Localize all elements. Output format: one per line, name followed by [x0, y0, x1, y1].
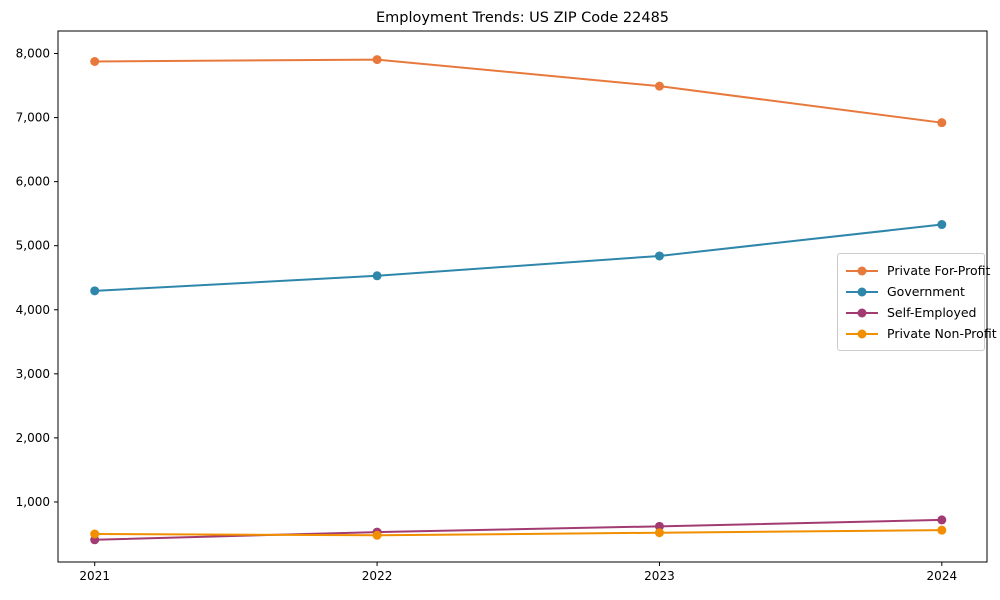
legend-entry: Private Non-Profit	[845, 323, 997, 344]
legend-label: Government	[887, 284, 965, 299]
y-axis-tick-label: 8,000	[16, 46, 50, 60]
data-point-marker	[937, 118, 947, 128]
data-point-marker	[937, 220, 947, 230]
plot-border	[57, 30, 988, 563]
chart-legend: Private For-Profit Government Self-Employe…	[837, 253, 997, 351]
x-axis-tick-label: 2022	[362, 569, 393, 583]
data-point-marker	[937, 515, 947, 525]
y-axis-tick-label: 3,000	[16, 367, 50, 381]
y-axis-tick-label: 6,000	[16, 175, 50, 189]
plot-area	[58, 31, 987, 562]
legend-entry: Government	[845, 281, 976, 302]
y-axis-tick-label: 2,000	[16, 431, 50, 445]
legend-label: Private For-Profit	[887, 263, 991, 278]
y-axis-tick-label: 5,000	[16, 239, 50, 253]
data-point-marker	[372, 55, 382, 65]
y-axis-tick-label: 7,000	[16, 111, 50, 125]
legend-line-marker-swatch	[846, 287, 878, 296]
data-point-marker	[90, 286, 100, 296]
data-point-marker	[372, 530, 382, 540]
data-point-marker	[372, 271, 382, 281]
legend-entry: Self-Employed	[845, 302, 976, 323]
legend-line-marker-swatch	[846, 308, 878, 317]
x-axis-tick-label: 2023	[644, 569, 675, 583]
data-point-marker	[654, 521, 664, 531]
chart-title: Employment Trends: US ZIP Code 22485	[375, 10, 670, 26]
data-point-marker	[654, 528, 664, 538]
y-axis-tick-label: 1,000	[16, 495, 50, 509]
x-axis-tick-label: 2021	[79, 569, 110, 583]
data-point-marker	[90, 529, 100, 539]
series-line-private-non-profit	[94, 529, 942, 537]
data-point-marker	[654, 81, 664, 91]
legend-entry: Private For-Profit	[845, 260, 990, 281]
data-point-marker	[90, 56, 100, 66]
x-axis-tick-label: 2024	[927, 569, 958, 583]
series-line-private-for-profit	[94, 58, 942, 124]
data-point-marker	[937, 525, 947, 535]
legend-label: Private Non-Profit	[887, 326, 997, 341]
legend-label: Self-Employed	[887, 305, 977, 320]
series-line-government	[94, 223, 942, 292]
series-line-self-employed	[94, 518, 942, 541]
legend-line-marker-swatch	[846, 329, 878, 338]
data-point-marker	[654, 251, 664, 261]
legend-line-marker-swatch	[846, 266, 878, 275]
y-axis-tick-label: 4,000	[16, 303, 50, 317]
